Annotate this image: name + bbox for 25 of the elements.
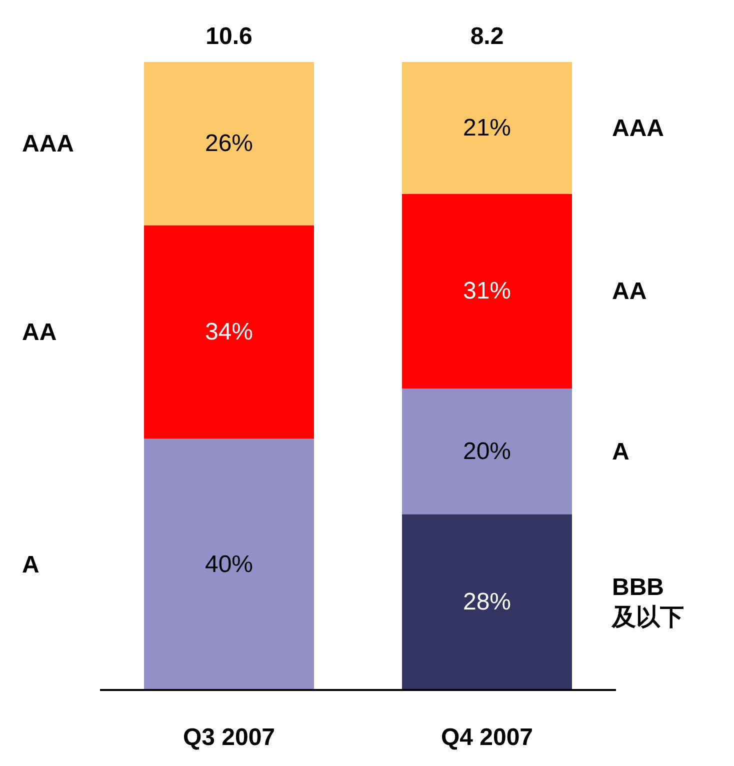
series-label: AAA	[612, 114, 664, 142]
bar	[144, 438, 314, 690]
data-label: 26%	[204, 130, 254, 158]
bar	[144, 62, 314, 226]
x-tick-label: Q3 2007	[182, 724, 276, 752]
bar	[144, 225, 314, 439]
bar	[402, 194, 572, 389]
series-label: BBB 及以下	[611, 574, 684, 631]
data-label: 40%	[204, 550, 254, 578]
text: AA	[22, 318, 57, 346]
data-label: 21%	[462, 114, 512, 142]
data-label: 28%	[462, 588, 512, 616]
annotation: 8.2	[470, 23, 504, 50]
x-tick-label: Q4 2007	[440, 724, 534, 752]
text: A	[22, 550, 40, 578]
bar	[402, 388, 572, 514]
data-label: 31%	[462, 278, 512, 305]
data-label: 20%	[462, 438, 512, 465]
bar	[402, 514, 572, 690]
bar	[402, 62, 572, 194]
data-label: 34%	[204, 318, 254, 346]
series-label: AA	[612, 278, 647, 305]
text: AAA	[22, 130, 74, 158]
series-label: A	[612, 438, 630, 465]
annotation: 10.6	[206, 23, 252, 50]
